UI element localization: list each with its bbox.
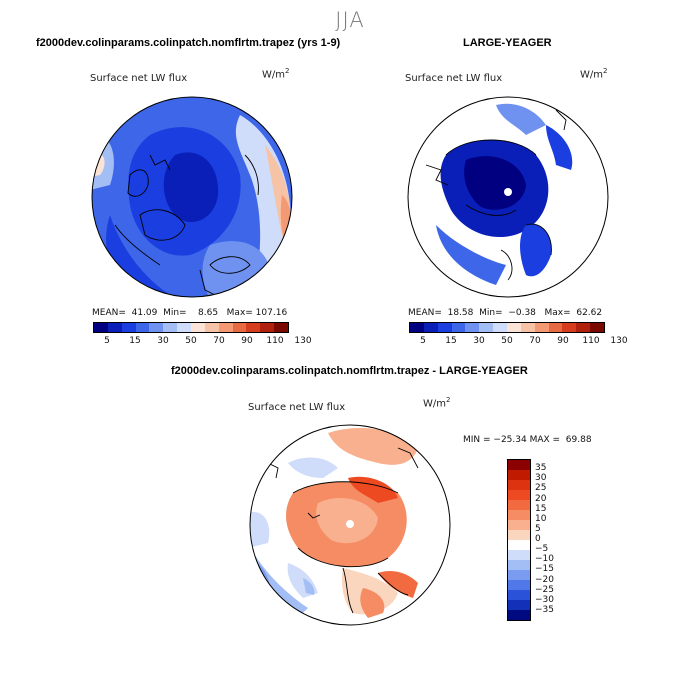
panel-bottom-colorbar-ticks: 35 30 25 20 15 10 5 0 −5 −10 −15 −20 −25 −30 −35 — [535, 459, 575, 621]
panel-bottom-colorbar-swatch — [508, 600, 530, 610]
panel-left-colorbar-tick-label: 70 — [213, 336, 225, 346]
panel-left-colorbar-swatch — [94, 323, 108, 332]
panel-right-colorbar-ticks: 5 15 30 50 70 90 110 130 — [409, 336, 627, 348]
panel-right-map — [407, 96, 609, 298]
panel-bottom-colorbar-swatch — [508, 460, 530, 470]
panel-left-colorbar-swatch — [121, 323, 136, 332]
panel-left-colorbar-tick-label: 15 — [129, 336, 141, 346]
panel-bottom-colorbar-tick-label: −20 — [535, 574, 554, 585]
panel-bottom-colorbar-tick-label: 0 — [535, 534, 541, 544]
panel-right-title: LARGE-YEAGER — [463, 37, 552, 49]
panel-bottom-colorbar-tick-label: −15 — [535, 564, 554, 575]
panel-right-colorbar-swatch — [576, 323, 591, 332]
panel-left-colorbar-swatch — [163, 323, 178, 332]
panel-bottom-stats: MIN = −25.34 MAX = 69.88 — [463, 435, 592, 445]
panel-right-colorbar-swatch — [507, 323, 521, 332]
panel-right-colorbar — [409, 322, 605, 333]
panel-bottom-colorbar-swatch — [508, 500, 530, 510]
panel-bottom-colorbar-swatch — [508, 470, 530, 480]
panel-bottom-colorbar-tick-label: −10 — [535, 554, 554, 565]
panel-left-colorbar-swatch — [204, 323, 219, 332]
panel-left-map — [91, 96, 293, 298]
panel-right-colorbar-tick-label: 5 — [420, 336, 426, 346]
panel-bottom-colorbar-tick-label: 25 — [535, 483, 547, 494]
panel-bottom-colorbar-tick-label: 35 — [535, 463, 547, 474]
panel-right-field-label: Surface net LW flux — [405, 73, 503, 84]
panel-bottom-title: f2000dev.colinparams.colinpatch.nomflrtm… — [171, 365, 528, 377]
season-title: JJA — [335, 8, 365, 32]
panel-left-colorbar-tick-label: 50 — [185, 336, 197, 346]
panel-left-colorbar-tick-label: 110 — [266, 336, 284, 346]
panel-bottom-colorbar-tick-label: −30 — [535, 594, 554, 605]
panel-left-stats: MEAN= 41.09 Min= 8.65 Max= 107.16 — [92, 308, 288, 318]
panel-bottom-colorbar-tick-label: 5 — [535, 523, 541, 534]
panel-bottom-colorbar-swatch — [508, 570, 530, 580]
panel-left-colorbar-swatch — [218, 323, 233, 332]
panel-right-colorbar-tick-label: 50 — [501, 336, 513, 346]
panel-bottom-colorbar-swatch — [508, 540, 530, 550]
panel-left-colorbar — [93, 322, 289, 333]
panel-left-colorbar-ticks: 5 15 30 50 70 90 110 130 — [93, 336, 311, 348]
panel-left-colorbar-swatch — [246, 323, 261, 332]
panel-right-colorbar-tick-label: 15 — [445, 336, 457, 346]
panel-bottom-colorbar-swatch — [508, 480, 530, 490]
panel-bottom-colorbar-tick-label: −5 — [535, 544, 549, 555]
panel-bottom-field-label: Surface net LW flux — [248, 402, 346, 413]
panel-right-colorbar-tick-label: 110 — [582, 336, 600, 346]
panel-right-colorbar-swatch — [493, 323, 508, 332]
panel-bottom-colorbar-tick-label: 10 — [535, 513, 547, 524]
panel-right-colorbar-swatch — [451, 323, 466, 332]
panel-bottom-colorbar-swatch — [508, 520, 530, 530]
panel-right-colorbar-swatch — [465, 323, 480, 332]
panel-right-colorbar-tick-label: 90 — [557, 336, 569, 346]
panel-left-field-label: Surface net LW flux — [90, 73, 188, 84]
panel-right-colorbar-swatch — [548, 323, 563, 332]
panel-left-colorbar-swatch — [135, 323, 150, 332]
panel-bottom-colorbar — [507, 459, 531, 621]
panel-bottom-colorbar-swatch — [508, 560, 530, 570]
panel-bottom-colorbar-swatch — [508, 510, 530, 520]
panel-bottom-colorbar-tick-label: −25 — [535, 584, 554, 595]
panel-left-colorbar-swatch — [191, 323, 205, 332]
panel-bottom-colorbar-tick-label: 15 — [535, 503, 547, 514]
panel-left-colorbar-tick-label: 90 — [241, 336, 253, 346]
panel-left-title: f2000dev.colinparams.colinpatch.nomflrtm… — [36, 37, 341, 49]
panel-left-colorbar-swatch — [177, 323, 192, 332]
panel-right-colorbar-swatch — [479, 323, 494, 332]
panel-bottom-colorbar-swatch — [508, 610, 530, 620]
panel-bottom-colorbar-tick-label: 30 — [535, 473, 547, 484]
panel-right-colorbar-swatch — [590, 323, 605, 332]
panel-right-colorbar-tick-label: 30 — [473, 336, 485, 346]
panel-right-colorbar-swatch — [410, 323, 424, 332]
panel-left-colorbar-tick-label: 130 — [294, 336, 312, 346]
panel-bottom-colorbar-swatch — [508, 580, 530, 590]
panel-left-colorbar-swatch — [232, 323, 247, 332]
panel-right-colorbar-swatch — [534, 323, 549, 332]
panel-right-colorbar-tick-label: 130 — [610, 336, 628, 346]
panel-bottom-colorbar-tick-label: 20 — [535, 493, 547, 504]
panel-bottom-colorbar-tick-label: −35 — [535, 604, 554, 615]
panel-bottom-colorbar-swatch — [508, 550, 530, 560]
panel-left-colorbar-tick-label: 30 — [157, 336, 169, 346]
panel-right-units: W/m2 — [580, 67, 608, 81]
panel-left-colorbar-swatch — [107, 323, 122, 332]
panel-bottom-colorbar-swatch — [508, 490, 530, 500]
panel-bottom-units: W/m2 — [423, 396, 451, 410]
panel-left-units: W/m2 — [262, 67, 290, 81]
panel-left-colorbar-swatch — [274, 323, 289, 332]
panel-right-colorbar-swatch — [562, 323, 577, 332]
panel-right-colorbar-swatch — [437, 323, 452, 332]
panel-left-colorbar-tick-label: 5 — [104, 336, 110, 346]
panel-right-stats: MEAN= 18.58 Min= −0.38 Max= 62.62 — [408, 308, 603, 318]
panel-right-colorbar-swatch — [423, 323, 438, 332]
panel-bottom-colorbar-swatch — [508, 530, 530, 540]
panel-left-colorbar-swatch — [149, 323, 164, 332]
panel-bottom-map — [249, 424, 451, 626]
panel-bottom-colorbar-swatch — [508, 590, 530, 600]
panel-right-colorbar-tick-label: 70 — [529, 336, 541, 346]
panel-right-colorbar-swatch — [520, 323, 535, 332]
panel-left-colorbar-swatch — [260, 323, 275, 332]
